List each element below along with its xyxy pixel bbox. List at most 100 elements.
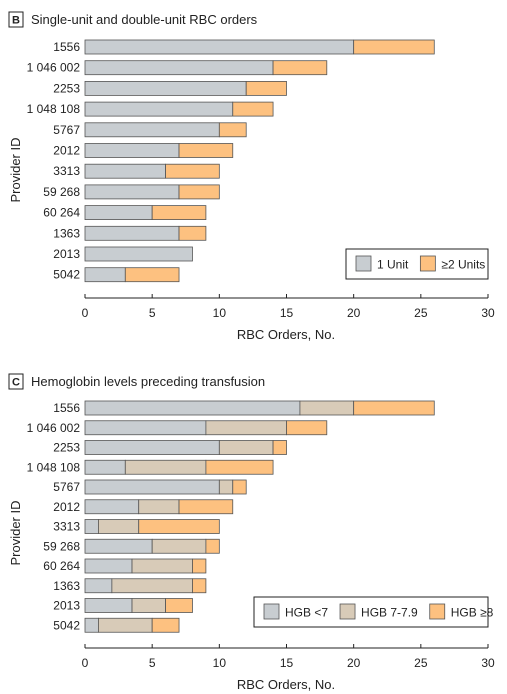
panel-b-bar-1048108-series-1 <box>84 101 234 117</box>
panel-b-category-label: 60 264 <box>43 206 80 220</box>
panel-b-bar-59268-series-1 <box>84 184 180 200</box>
panel-b-bar-3313-series-1 <box>84 163 166 179</box>
panel-c-bar-60264-series-2 <box>131 558 193 574</box>
panel-c-category-label: 2012 <box>53 500 80 514</box>
panel-b-bar-5042-series-1 <box>84 267 126 283</box>
panel-b-ylabel: Provider ID <box>8 137 23 202</box>
panel-b-x-tick-label: 5 <box>149 306 156 320</box>
panel-b-bar-5042-series-2 <box>124 267 180 283</box>
panel-c-xlabel: RBC Orders, No. <box>237 677 335 692</box>
panel-b-legend-swatch-2 <box>419 255 436 272</box>
panel-b-bar-60264-series-2 <box>151 205 207 221</box>
panel-b-legend-label-1: 1 Unit <box>377 258 409 272</box>
panel-c-bar-2013-series-1 <box>84 598 133 613</box>
panel-b-x-tick-label: 20 <box>347 306 361 320</box>
panel-b-category-label: 1 048 108 <box>27 102 81 116</box>
panel-c-bar-2012-series-1 <box>84 499 140 515</box>
panel-c-plot: 1556 1 046 002 2253 1 048 108 5767 2012 3313 59… <box>27 400 495 670</box>
panel-c-x-tick-label: 0 <box>82 656 89 670</box>
panel-c-bar-1046002-series-2 <box>205 420 287 436</box>
panel-c-legend-swatch-2 <box>339 603 356 620</box>
panel-b-bar-3313-series-2 <box>165 163 220 179</box>
panel-c-bar-1556-series-3 <box>353 400 435 416</box>
panel-c-category-label: 1363 <box>53 579 80 593</box>
panel-c-letter: C <box>12 377 20 389</box>
panel-b-bar-1363-series-2 <box>178 225 207 241</box>
panel-b-x-tick-label: 30 <box>481 306 495 320</box>
panel-c-category-label: 5767 <box>53 480 80 494</box>
panel-b-xlabel: RBC Orders, No. <box>237 327 335 342</box>
panel-c-bar-59268-series-2 <box>151 538 207 554</box>
panel-b-category-label: 2253 <box>53 81 80 95</box>
panel-c-x-tick-label: 30 <box>481 656 495 670</box>
panel-b-category-label: 1363 <box>53 226 80 240</box>
panel-c-x-tick-label: 20 <box>347 656 361 670</box>
panel-c-bar-59268-series-3 <box>205 538 220 554</box>
panel-c-bar-3313-series-3 <box>138 519 220 534</box>
panel-c: C Hemoglobin levels preceding transfusio… <box>8 373 495 692</box>
panel-c-legend-swatch-1 <box>263 603 280 620</box>
panel-b-bar-60264-series-1 <box>84 205 153 221</box>
panel-c-bar-2013-series-2 <box>131 598 167 613</box>
panel-c-bar-5767-series-2 <box>218 479 234 495</box>
panel-c-category-label: 1 046 002 <box>27 421 81 435</box>
panel-c-bar-2253-series-3 <box>272 440 287 455</box>
panel-c-bar-3313-series-2 <box>98 519 140 534</box>
panel-b-category-label: 2012 <box>53 144 80 158</box>
panel-c-category-label: 2013 <box>53 599 80 613</box>
panel-b-bar-59268-series-2 <box>178 184 220 200</box>
panel-c-bar-2012-series-3 <box>178 499 234 515</box>
panel-c-bar-60264-series-1 <box>84 558 133 574</box>
panel-c-category-label: 1556 <box>53 401 80 415</box>
panel-c-legend-label-3: HGB ≥8 <box>451 606 494 620</box>
panel-c-bar-1363-series-3 <box>192 578 207 594</box>
panel-c-legend-label-1: HGB <7 <box>285 606 328 620</box>
panel-c-bar-2013-series-3 <box>165 598 193 613</box>
panel-b-legend-swatch-1 <box>355 255 372 272</box>
panel-c-bar-5042-series-2 <box>98 617 153 633</box>
panel-c-ylabel: Provider ID <box>8 500 23 565</box>
panel-c-bar-1046002-series-1 <box>84 420 207 436</box>
panel-b-bar-2012-series-2 <box>178 143 234 158</box>
panel-b-x-tick-label: 15 <box>280 306 294 320</box>
panel-c-bar-1048108-series-3 <box>205 459 274 475</box>
panel-b-legend-label-2: ≥2 Units <box>441 258 485 272</box>
panel-c-x-tick-label: 25 <box>414 656 428 670</box>
panel-c-bar-2253-series-2 <box>218 440 274 455</box>
panel-c-category-label: 2253 <box>53 441 80 455</box>
panel-c-x-tick-label: 5 <box>149 656 156 670</box>
panel-c-bar-59268-series-1 <box>84 538 153 554</box>
panel-b-bar-5767-series-2 <box>218 122 247 138</box>
panel-c-bar-1556-series-1 <box>84 400 301 416</box>
panel-c-category-label: 5042 <box>53 618 80 632</box>
panel-c-bar-3313-series-1 <box>84 519 99 534</box>
panel-b-bar-1046002-series-2 <box>272 60 328 76</box>
panel-c-category-label: 3313 <box>53 520 80 534</box>
panel-c-category-label: 59 268 <box>43 539 80 553</box>
panel-b-x-tick-label: 25 <box>414 306 428 320</box>
panel-c-bar-5767-series-1 <box>84 479 220 495</box>
panel-b-category-label: 3313 <box>53 164 80 178</box>
panel-b-bar-1556-series-1 <box>84 39 355 55</box>
panel-b-bar-2012-series-1 <box>84 143 180 158</box>
panel-b-bar-1363-series-1 <box>84 225 180 241</box>
panel-b-category-label: 5767 <box>53 123 80 137</box>
panel-b-bar-1046002-series-1 <box>84 60 274 76</box>
panel-c-bar-1363-series-2 <box>111 578 193 594</box>
panel-c-badge <box>8 373 24 390</box>
panel-b-bar-2013-series-1 <box>84 246 193 262</box>
panel-b-bar-1556-series-2 <box>353 39 435 55</box>
panel-c-bar-1048108-series-1 <box>84 459 126 475</box>
panel-c-bar-1556-series-2 <box>299 400 355 416</box>
panel-c-x-tick-label: 10 <box>213 656 227 670</box>
panel-b-bar-5767-series-1 <box>84 122 220 138</box>
panel-c-category-label: 60 264 <box>43 559 80 573</box>
panel-c-bar-5042-series-1 <box>84 617 99 633</box>
panel-c-bar-60264-series-3 <box>192 558 207 574</box>
panel-c-category-label: 1 048 108 <box>27 460 81 474</box>
panel-c-legend-box <box>253 596 489 628</box>
panel-b-bar-2253-series-1 <box>84 81 247 96</box>
panel-c-bar-5767-series-3 <box>232 479 247 495</box>
panel-b-x-tick-label: 10 <box>213 306 227 320</box>
